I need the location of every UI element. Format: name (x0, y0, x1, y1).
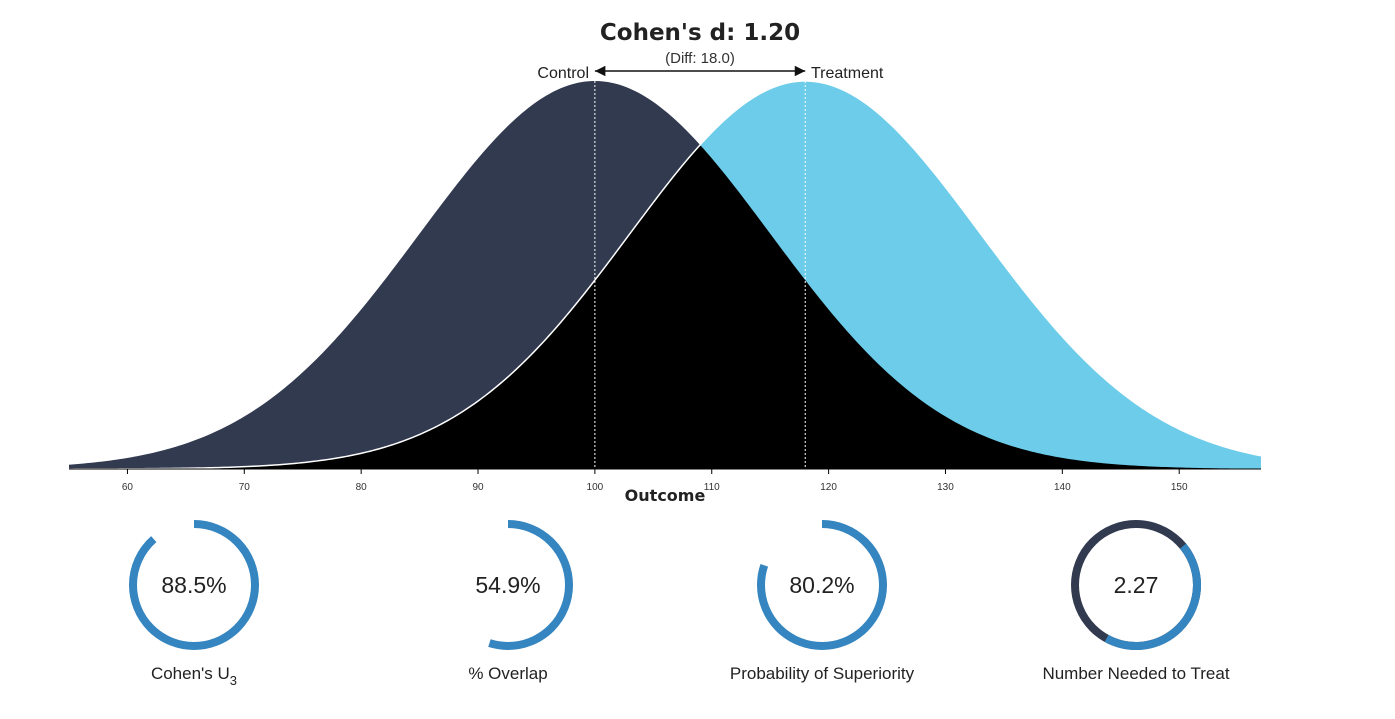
metric-label: Cohen's U3 (151, 664, 237, 688)
chart-title: Cohen's d: 1.20 (600, 20, 800, 46)
x-tick-label: 60 (122, 482, 134, 493)
ring-progress (1071, 520, 1201, 650)
x-tick-label: 130 (937, 482, 954, 493)
x-tick-label: 120 (820, 482, 837, 493)
metric-value: 80.2% (789, 572, 854, 598)
percent-overlap-metric: 54.9% % Overlap (443, 520, 573, 683)
x-tick-label: 110 (704, 482, 720, 493)
plot-area (69, 65, 1262, 470)
x-axis-label: Outcome (625, 486, 706, 505)
cohens-u3-metric: 88.5% Cohen's U3 (129, 520, 259, 688)
metric-label: % Overlap (468, 664, 547, 683)
ring-progress (757, 520, 887, 650)
metric-value: 54.9% (475, 572, 540, 598)
metric-label: Number Needed to Treat (1042, 664, 1229, 683)
x-tick-label: 150 (1171, 482, 1188, 493)
ring-progress (443, 520, 573, 650)
number-needed-to-treat-metric: 2.27 Number Needed to Treat (1042, 520, 1230, 683)
metric-label-text: Cohen's U (151, 664, 230, 683)
chart-subtitle: (Diff: 18.0) (665, 50, 735, 67)
probability-of-superiority-metric: 80.2% Probability of Superiority (730, 520, 915, 683)
metric-label-text: % Overlap (468, 664, 547, 683)
metric-label: Probability of Superiority (730, 664, 915, 683)
x-tick-label: 100 (587, 482, 604, 493)
metric-value: 2.27 (1114, 572, 1159, 598)
treatment-curve-outline (69, 80, 1262, 470)
metrics-row: 88.5% Cohen's U3 54.9% % Overlap 80.2% Probab… (129, 520, 1230, 688)
control-label: Control (537, 65, 589, 82)
x-axis-ticks: 60 70 80 90 100 110 120 130 140 150 (122, 469, 1188, 493)
x-tick-label: 90 (472, 482, 484, 493)
x-tick-label: 80 (356, 482, 368, 493)
metric-label-subscript: 3 (230, 673, 237, 688)
x-tick-label: 140 (1054, 482, 1071, 493)
treatment-label: Treatment (811, 65, 884, 82)
metric-label-text: Number Needed to Treat (1042, 664, 1229, 683)
metric-value: 88.5% (161, 572, 226, 598)
overlap-region (69, 145, 1261, 469)
metric-label-text: Probability of Superiority (730, 664, 915, 683)
ring-progress (129, 520, 259, 650)
x-tick-label: 70 (239, 482, 251, 493)
